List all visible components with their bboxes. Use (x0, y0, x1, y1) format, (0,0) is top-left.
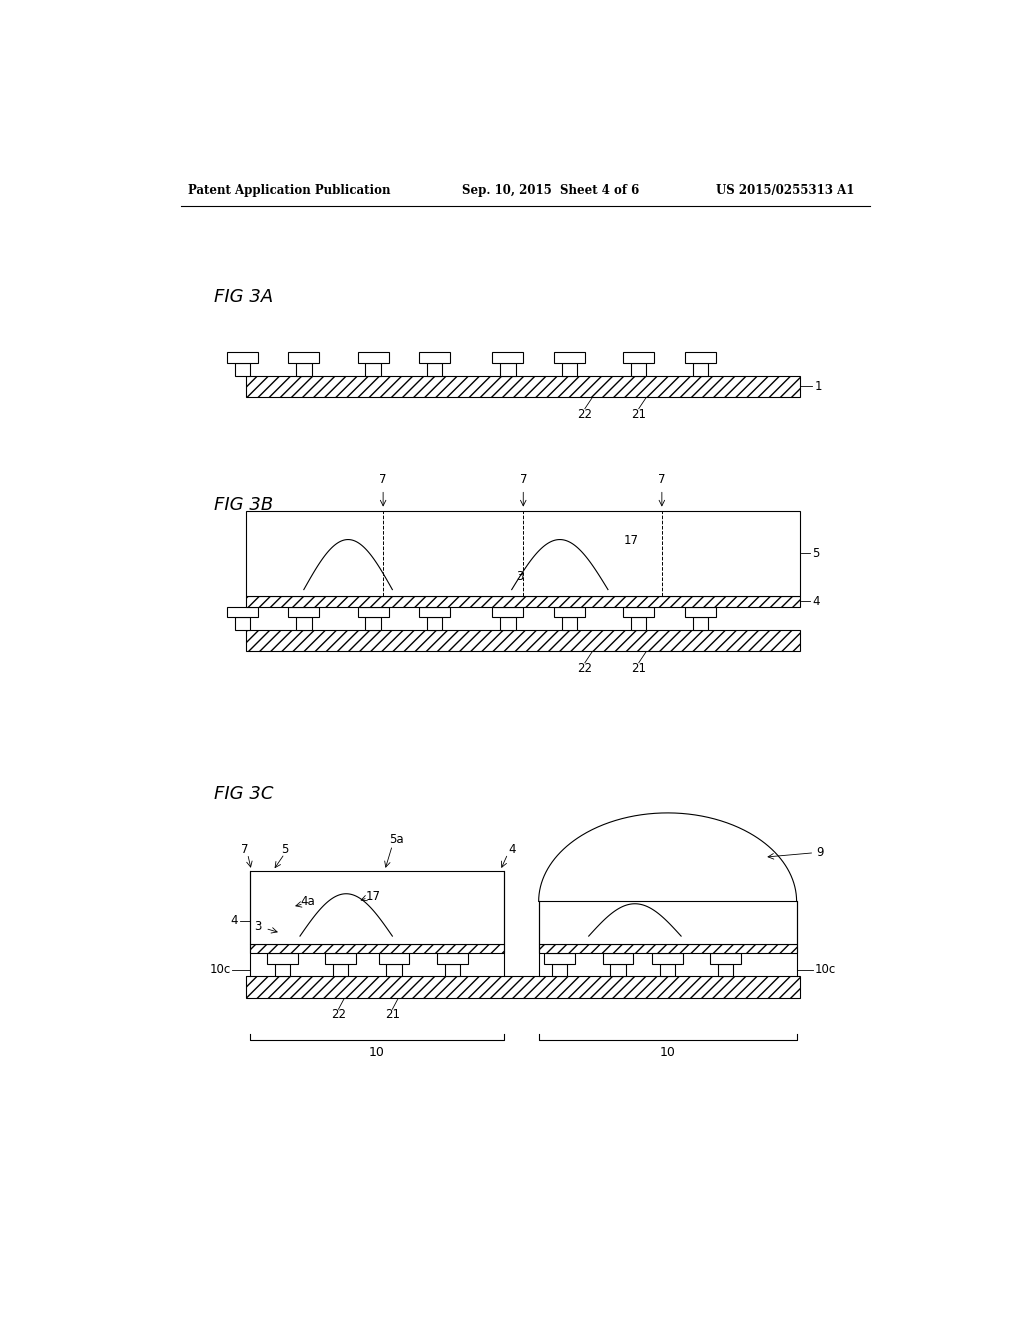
Bar (246, 977, 801, 998)
Bar (333, 964, 348, 977)
Bar (552, 964, 567, 977)
Bar (386, 964, 401, 977)
Bar (624, 352, 654, 363)
Bar (554, 607, 585, 618)
Bar (602, 953, 634, 964)
Text: 5a: 5a (389, 833, 403, 846)
Bar (631, 618, 646, 630)
Bar (226, 352, 258, 363)
Bar (493, 607, 523, 618)
Bar (427, 363, 442, 376)
Bar (250, 944, 504, 953)
Text: 1: 1 (814, 380, 822, 393)
Bar (234, 363, 250, 376)
Bar (562, 618, 578, 630)
Bar (437, 953, 468, 964)
Bar (493, 352, 523, 363)
Bar (296, 363, 311, 376)
Bar (427, 618, 442, 630)
Bar (267, 953, 298, 964)
Text: 17: 17 (366, 890, 380, 903)
Bar (246, 630, 801, 651)
Text: FIG 3C: FIG 3C (214, 784, 273, 803)
Text: 21: 21 (631, 661, 646, 675)
Text: 22: 22 (578, 661, 592, 675)
Bar (366, 618, 381, 630)
Bar (419, 352, 451, 363)
Text: 9: 9 (816, 846, 823, 859)
Text: 4: 4 (508, 842, 515, 855)
Text: 22: 22 (578, 408, 592, 421)
Bar (246, 511, 801, 595)
Bar (357, 352, 388, 363)
Bar (289, 607, 319, 618)
Text: 10c: 10c (210, 964, 230, 977)
Bar (500, 363, 515, 376)
Bar (685, 352, 716, 363)
Bar (246, 376, 801, 397)
Bar (624, 607, 654, 618)
Text: 21: 21 (631, 408, 646, 421)
Text: 4: 4 (230, 915, 239, 927)
Text: 4: 4 (812, 594, 819, 607)
Bar (246, 977, 801, 998)
Bar (357, 607, 388, 618)
Bar (444, 964, 460, 977)
Text: 5: 5 (812, 546, 819, 560)
Bar (226, 607, 258, 618)
Bar (419, 607, 451, 618)
Text: US 2015/0255313 A1: US 2015/0255313 A1 (716, 185, 854, 197)
Bar (539, 902, 797, 944)
Bar (544, 953, 574, 964)
Bar (685, 607, 716, 618)
Text: 3: 3 (516, 570, 523, 583)
Bar (366, 363, 381, 376)
Bar (539, 944, 797, 953)
Bar (246, 595, 801, 607)
Text: 22: 22 (331, 1008, 346, 1022)
Text: 7: 7 (658, 473, 666, 486)
Bar (500, 618, 515, 630)
Text: 7: 7 (519, 473, 527, 486)
Bar (250, 871, 504, 944)
Bar (246, 376, 801, 397)
Bar (289, 352, 319, 363)
Text: 4a: 4a (300, 895, 314, 908)
Text: 10c: 10c (814, 964, 836, 977)
Bar (659, 964, 675, 977)
Bar (610, 964, 626, 977)
Bar (554, 352, 585, 363)
Text: 10: 10 (369, 1045, 385, 1059)
Bar (326, 953, 356, 964)
Text: 21: 21 (385, 1008, 399, 1022)
Text: 5: 5 (281, 842, 288, 855)
Bar (296, 618, 311, 630)
Text: 3: 3 (254, 920, 261, 933)
Bar (562, 363, 578, 376)
Text: Sep. 10, 2015  Sheet 4 of 6: Sep. 10, 2015 Sheet 4 of 6 (462, 185, 639, 197)
Text: 10: 10 (659, 1045, 676, 1059)
Bar (692, 618, 708, 630)
Bar (711, 953, 741, 964)
Bar (234, 618, 250, 630)
Text: Patent Application Publication: Patent Application Publication (188, 185, 391, 197)
Bar (631, 363, 646, 376)
Bar (652, 953, 683, 964)
Bar (379, 953, 410, 964)
Text: FIG 3A: FIG 3A (214, 288, 273, 306)
Bar (718, 964, 733, 977)
Text: 7: 7 (241, 842, 248, 855)
Text: 17: 17 (624, 533, 638, 546)
Bar (274, 964, 290, 977)
Text: FIG 3B: FIG 3B (214, 496, 273, 513)
Text: 7: 7 (379, 473, 387, 486)
Bar (539, 944, 797, 953)
Bar (246, 630, 801, 651)
Bar (692, 363, 708, 376)
Bar (250, 944, 504, 953)
Bar (246, 595, 801, 607)
